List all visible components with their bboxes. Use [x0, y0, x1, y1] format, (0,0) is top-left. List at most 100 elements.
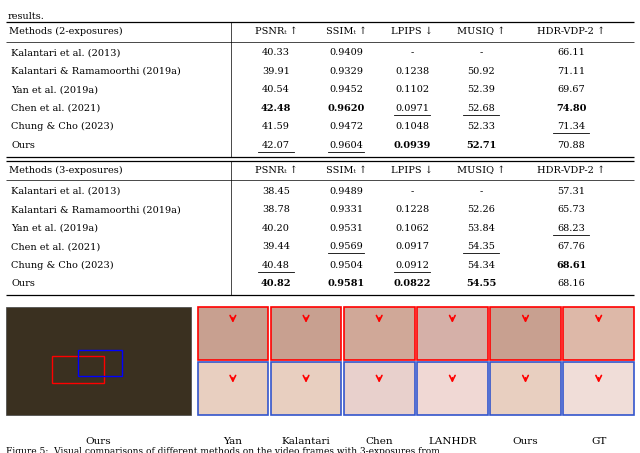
Bar	[563, 361, 634, 415]
Bar	[271, 361, 341, 415]
Text: SSIMₜ ↑: SSIMₜ ↑	[326, 27, 367, 36]
Text: 68.61: 68.61	[556, 261, 586, 270]
Bar	[417, 307, 488, 361]
Bar	[52, 356, 104, 383]
Text: 52.68: 52.68	[468, 104, 495, 113]
Text: 40.20: 40.20	[262, 224, 290, 233]
Text: Ours: Ours	[86, 437, 111, 446]
Text: 66.11: 66.11	[557, 48, 585, 57]
Text: 70.88: 70.88	[557, 141, 585, 150]
Text: 54.55: 54.55	[466, 279, 497, 288]
Text: -: -	[480, 187, 483, 196]
Text: Kalantari: Kalantari	[282, 437, 330, 446]
Text: 57.31: 57.31	[557, 187, 585, 196]
Text: 39.91: 39.91	[262, 67, 290, 76]
Text: Chung & Cho (2023): Chung & Cho (2023)	[11, 260, 114, 270]
Text: 40.33: 40.33	[262, 48, 290, 57]
Text: MUSIQ ↑: MUSIQ ↑	[457, 27, 506, 36]
Text: Figure 5:  Visual comparisons of different methods on the video frames with 3-ex: Figure 5: Visual comparisons of differen…	[6, 447, 440, 453]
Text: 40.54: 40.54	[262, 85, 290, 94]
Text: 50.92: 50.92	[468, 67, 495, 76]
Text: Methods (3-exposures): Methods (3-exposures)	[9, 166, 123, 175]
Bar	[490, 361, 561, 415]
Text: 68.23: 68.23	[557, 224, 585, 233]
Bar	[6, 307, 191, 415]
Text: 52.26: 52.26	[467, 205, 495, 214]
Text: 0.1228: 0.1228	[396, 205, 429, 214]
Text: 42.07: 42.07	[262, 141, 290, 150]
Text: 0.9581: 0.9581	[328, 279, 365, 288]
Text: 52.39: 52.39	[467, 85, 495, 94]
Text: 74.80: 74.80	[556, 104, 586, 113]
Text: 39.44: 39.44	[262, 242, 290, 251]
Text: results.: results.	[8, 12, 45, 21]
Text: 54.35: 54.35	[467, 242, 495, 251]
Text: 40.48: 40.48	[262, 261, 290, 270]
Bar	[563, 307, 634, 361]
Bar	[198, 307, 268, 361]
Text: Ours: Ours	[11, 279, 35, 288]
Bar	[344, 361, 415, 415]
Text: 0.0971: 0.0971	[396, 104, 429, 113]
Text: Kalantari & Ramamoorthi (2019a): Kalantari & Ramamoorthi (2019a)	[11, 205, 180, 214]
Text: 0.9504: 0.9504	[330, 261, 364, 270]
Text: 71.11: 71.11	[557, 67, 585, 76]
Text: Ours: Ours	[513, 437, 538, 446]
Text: 0.9620: 0.9620	[328, 104, 365, 113]
Text: Yan et al. (2019a): Yan et al. (2019a)	[11, 224, 98, 233]
Text: Chung & Cho (2023): Chung & Cho (2023)	[11, 122, 114, 131]
Text: MUSIQ ↑: MUSIQ ↑	[457, 166, 506, 175]
Text: 40.82: 40.82	[260, 279, 291, 288]
Text: Chen et al. (2021): Chen et al. (2021)	[11, 104, 100, 113]
Text: Chen: Chen	[365, 437, 393, 446]
Text: 0.9604: 0.9604	[330, 141, 364, 150]
Text: -: -	[411, 48, 414, 57]
Bar	[198, 361, 268, 415]
Text: 38.78: 38.78	[262, 205, 290, 214]
Text: 42.48: 42.48	[261, 104, 291, 113]
Text: 69.67: 69.67	[557, 85, 585, 94]
Text: 0.0917: 0.0917	[396, 242, 429, 251]
Text: 0.9409: 0.9409	[330, 48, 364, 57]
Text: Methods (2-exposures): Methods (2-exposures)	[9, 27, 123, 36]
Text: 0.9569: 0.9569	[330, 242, 364, 251]
Bar	[78, 350, 122, 376]
Text: 0.9452: 0.9452	[330, 85, 364, 94]
Text: 38.45: 38.45	[262, 187, 290, 196]
Text: 0.1102: 0.1102	[396, 85, 429, 94]
Text: Yan: Yan	[223, 437, 243, 446]
Bar	[490, 307, 561, 361]
Text: Kalantari & Ramamoorthi (2019a): Kalantari & Ramamoorthi (2019a)	[11, 67, 180, 76]
Text: 0.9472: 0.9472	[330, 122, 364, 131]
Text: 0.9531: 0.9531	[330, 224, 364, 233]
Text: 0.9329: 0.9329	[330, 67, 364, 76]
Text: 52.71: 52.71	[467, 141, 497, 150]
Text: LPIPS ↓: LPIPS ↓	[392, 27, 433, 36]
Text: Chen et al. (2021): Chen et al. (2021)	[11, 242, 100, 251]
Text: Ours: Ours	[11, 141, 35, 150]
Text: SSIMₜ ↑: SSIMₜ ↑	[326, 166, 367, 175]
Text: 41.59: 41.59	[262, 122, 290, 131]
Text: 0.0939: 0.0939	[394, 141, 431, 150]
Text: -: -	[480, 48, 483, 57]
Text: 0.0822: 0.0822	[394, 279, 431, 288]
Text: PSNRₜ ↑: PSNRₜ ↑	[255, 27, 298, 36]
Text: 0.9489: 0.9489	[330, 187, 364, 196]
Text: 67.76: 67.76	[557, 242, 585, 251]
Text: LPIPS ↓: LPIPS ↓	[392, 166, 433, 175]
Text: 0.1048: 0.1048	[396, 122, 429, 131]
Text: 0.1062: 0.1062	[396, 224, 429, 233]
Text: Yan et al. (2019a): Yan et al. (2019a)	[11, 85, 98, 94]
Bar	[417, 361, 488, 415]
Bar	[271, 307, 341, 361]
Text: 52.33: 52.33	[467, 122, 495, 131]
Text: LANHDR: LANHDR	[428, 437, 477, 446]
Text: -: -	[411, 187, 414, 196]
Text: 0.0912: 0.0912	[396, 261, 429, 270]
Text: 68.16: 68.16	[557, 279, 585, 288]
Text: Kalantari et al. (2013): Kalantari et al. (2013)	[11, 48, 120, 57]
Text: 0.1238: 0.1238	[396, 67, 429, 76]
Text: 71.34: 71.34	[557, 122, 585, 131]
Text: PSNRₜ ↑: PSNRₜ ↑	[255, 166, 298, 175]
Text: GT: GT	[591, 437, 606, 446]
